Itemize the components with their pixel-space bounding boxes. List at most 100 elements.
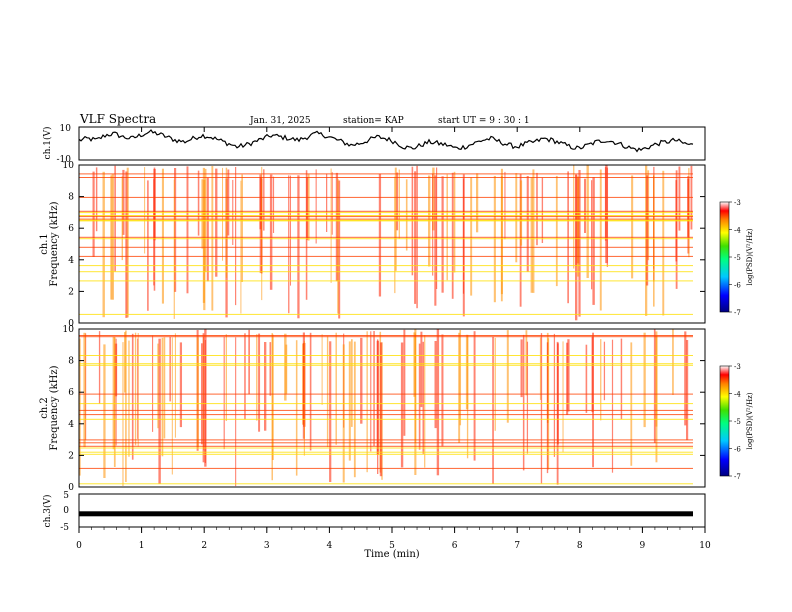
ch1-spectrogram-streak [173, 179, 175, 319]
ch1-spectrogram-streak [432, 173, 434, 276]
ch1-spectrogram-streak [434, 175, 437, 306]
ch1-spectrogram-streak [241, 174, 243, 282]
ch1-spectrogram-streak [331, 172, 333, 235]
ch1-spectrogram-panel: 0 2 4 6 8 10 ch.1 Frequency (kHz) [39, 161, 706, 329]
ch1-ylabel: ch.1(V) [42, 127, 53, 160]
ch1-spectrogram-streak [259, 174, 262, 230]
ch1-spectrogram-line [79, 212, 693, 214]
ch1-spectrogram-streak [122, 169, 125, 235]
ch1-spectrogram-streak [121, 176, 124, 261]
ch1-spectrogram-streak [515, 173, 518, 263]
ch1-spectrogram-line [79, 215, 693, 216]
ch1-spectrogram-line [79, 255, 693, 257]
ch1-spectrogram-streak [378, 173, 382, 297]
ch1-spectrogram-streak [147, 180, 149, 311]
ch1-spectrogram-streak [586, 165, 589, 278]
ch1-spectrogram-streak [206, 177, 209, 282]
ch1-spectrogram-streak [269, 174, 273, 290]
ch1-spectrogram-streak [225, 167, 228, 278]
ch1-spectrogram-line [79, 220, 693, 222]
ch1-spectrogram-streak [153, 167, 156, 291]
ch1-spectrogram-streak [326, 173, 328, 232]
ch1-spectrogram-line [79, 238, 693, 240]
ch1-spectrogram-streak [441, 176, 444, 293]
ch1-spectrogram-streak [126, 167, 129, 318]
ch1-panel: 10 -10 ch.1(V) [42, 124, 706, 165]
ch1-spectrogram-ytick-label: 10 [63, 161, 75, 171]
ch1-spectrogram-streak [476, 173, 479, 233]
ch1-spectrogram-streak [631, 175, 634, 279]
ch1-spectrogram-ytick-label: 8 [68, 193, 74, 203]
ch1-spectrogram-streak [102, 171, 105, 318]
ch1-spectrogram-streak [432, 167, 435, 231]
header-start-time: start UT = 9 : 30 : 1 [438, 116, 530, 126]
ch1-spectrogram-streak [462, 174, 465, 317]
ch1-spectrogram-streak [675, 170, 678, 289]
ch1-spectrogram-streak [197, 170, 200, 236]
ch1-spectrogram-streak [92, 171, 95, 257]
ch1-spectrogram-streak [144, 167, 146, 254]
ch1-spectrogram-streak [315, 169, 317, 244]
ch1-spectrogram-streak [532, 169, 535, 293]
ch1-ytick-top: 10 [60, 124, 72, 134]
ch1-spectrogram-streak [261, 166, 263, 301]
ch1-spectrogram-line [79, 246, 693, 248]
ch1-spectrogram-line [79, 173, 693, 175]
ch2-spectrogram-image [79, 329, 705, 487]
ch1-spectrogram-streak [592, 177, 595, 305]
ch1-trace [78, 129, 694, 153]
ch1-spectrogram-streak [526, 176, 529, 272]
ch1-spectrogram-channel-label: ch.1 [39, 233, 50, 255]
ch1-spectrogram-streak [201, 179, 204, 249]
ch1-spectrogram-streak [335, 172, 339, 282]
ch1-spectrogram-streak [337, 179, 339, 314]
ch1-spectrogram-streak [290, 175, 292, 286]
ch1-spectrogram-streak [446, 174, 448, 281]
ch1-spectrogram-streak [95, 167, 98, 232]
ch1-spectrogram-streak [653, 174, 655, 307]
ch1-spectrogram-streak [330, 168, 332, 283]
ch1-spectrogram-streak [203, 179, 206, 311]
ch1-spectrogram-streak [536, 172, 538, 246]
ch1-spectrogram-streak [577, 176, 580, 277]
ch1-frame [78, 126, 706, 161]
ch1-spectrogram-streak [678, 166, 681, 231]
ch2-spectrogram-blank [79, 329, 705, 487]
ch1-spectrogram-line [79, 216, 693, 218]
ch1-spectrogram-ytick-label: 0 [68, 319, 74, 329]
ch1-spectrogram-streak [125, 171, 128, 318]
ch1-spectrogram-streak [605, 165, 608, 264]
ch1-spectrogram-line [79, 210, 693, 212]
ch1-spectrogram-streak [263, 169, 265, 231]
ch1-spectrogram-ytick-label: 6 [68, 224, 74, 234]
ch1-ytick-bottom: -10 [57, 155, 72, 165]
ch1-spectrogram-blank [79, 165, 705, 323]
ch1-spectrogram-line [79, 196, 693, 198]
ch1-spectrogram-streak [470, 177, 473, 296]
ch1-spectrogram-streak [222, 167, 224, 261]
ch1-spectrogram-line [79, 280, 693, 282]
header-date: Jan. 31, 2025 [249, 116, 311, 126]
ch1-spectrogram-streak [504, 171, 506, 240]
ch1-spectrogram-line [79, 177, 693, 178]
ch1-spectrogram-streak [396, 172, 399, 231]
ch1-spectrogram-streak [599, 169, 602, 311]
ch1-spectrogram-streak [394, 176, 396, 294]
ch1-spectrogram-streak [161, 168, 164, 304]
ch1-spectrogram-ylabel: Frequency (kHz) [49, 201, 60, 286]
ch1-spectrogram-streak [297, 175, 300, 319]
ch1-spectrogram-streak [227, 169, 230, 236]
ch1-spectrogram-ytick-label: 4 [68, 256, 74, 266]
ch1-spectrogram-streak [662, 170, 665, 316]
header-station: station= KAP [343, 116, 404, 126]
ch1-spectrogram-streak [578, 170, 581, 317]
ch1-spectrogram-streak [186, 166, 189, 294]
ch1-spectrogram-streak [541, 177, 544, 243]
ch1-spectrogram-line [79, 271, 693, 273]
ch1-spectrogram-streak [453, 171, 456, 273]
ch1-spectrogram-streak [305, 170, 308, 300]
ch1-spectrogram-streak [174, 168, 177, 292]
ch1-spectrogram-streak [215, 168, 218, 277]
